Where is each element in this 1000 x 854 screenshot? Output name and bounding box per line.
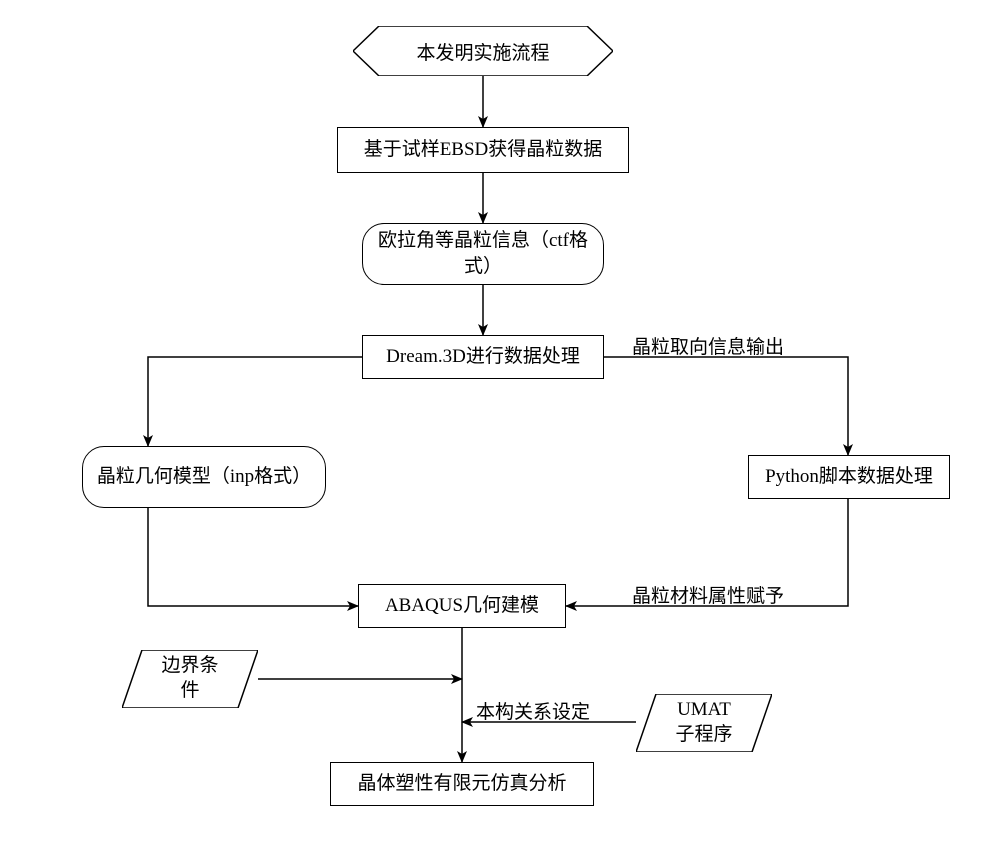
edge-e4 (148, 357, 362, 446)
process-abaqus: ABAQUS几何建模 (358, 584, 566, 628)
n4-label: Dream.3D进行数据处理 (386, 344, 580, 370)
data-euler-ctf: 欧拉角等晶粒信息（ctf格 式） (362, 223, 604, 285)
process-python-script: Python脚本数据处理 (748, 455, 950, 499)
input-umat-subroutine: UMAT 子程序 (636, 694, 772, 752)
data-grain-inp: 晶粒几何模型（inp格式） (82, 446, 326, 508)
edge-label-material-assign: 晶粒材料属性赋予 (632, 581, 784, 608)
edge-e6 (148, 508, 358, 606)
edge-label-constitutive: 本构关系设定 (476, 697, 590, 724)
n6-label: Python脚本数据处理 (765, 464, 933, 490)
n2-label: 基于试样EBSD获得晶粒数据 (364, 137, 603, 163)
start-terminator: 本发明实施流程 (353, 26, 613, 76)
process-fem-analysis: 晶体塑性有限元仿真分析 (330, 762, 594, 806)
n8-label: 边界条 件 (122, 650, 258, 708)
process-dream3d: Dream.3D进行数据处理 (362, 335, 604, 379)
input-boundary-conditions: 边界条 件 (122, 650, 258, 708)
n3-label: 欧拉角等晶粒信息（ctf格 式） (378, 228, 588, 279)
n10-label: 晶体塑性有限元仿真分析 (357, 771, 566, 797)
edge-label-orientation-output: 晶粒取向信息输出 (632, 332, 784, 359)
n5-label: 晶粒几何模型（inp格式） (97, 464, 311, 490)
process-ebsd-data: 基于试样EBSD获得晶粒数据 (337, 127, 629, 173)
n7-label: ABAQUS几何建模 (385, 593, 539, 619)
n9-label: UMAT 子程序 (636, 694, 772, 752)
edge-e5 (604, 357, 848, 455)
start-label: 本发明实施流程 (353, 26, 613, 76)
